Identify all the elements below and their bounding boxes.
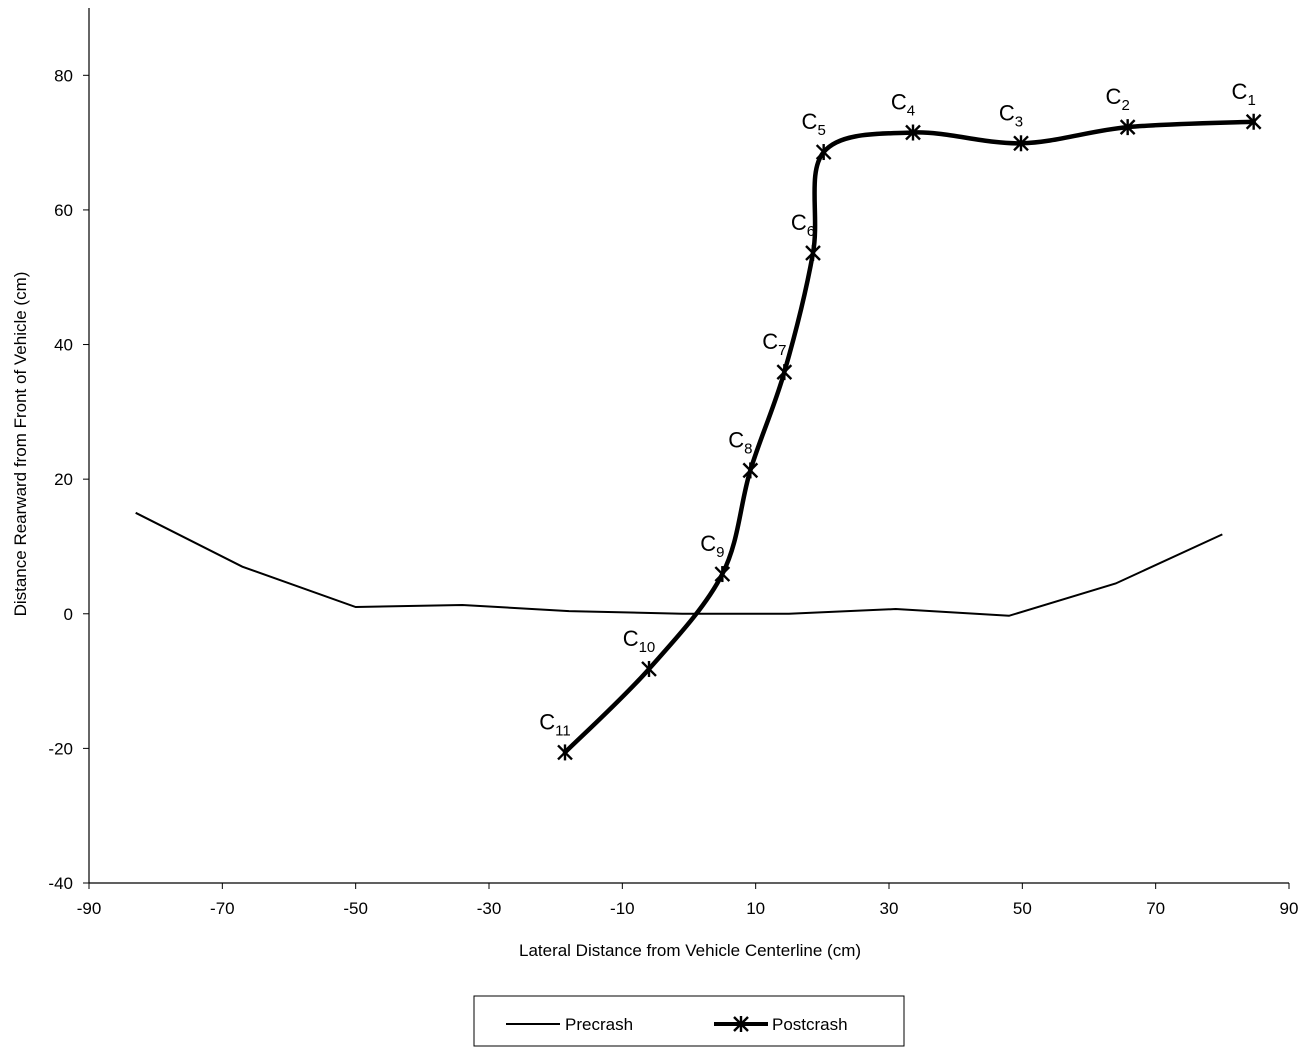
series-postcrash-point xyxy=(1245,113,1262,130)
point-label: C5 xyxy=(802,109,826,139)
point-label-subscript: 1 xyxy=(1247,92,1255,109)
series-postcrash-line xyxy=(562,119,1256,755)
point-label-subscript: 5 xyxy=(817,122,825,139)
x-axis-title: Lateral Distance from Vehicle Centerline… xyxy=(519,941,861,960)
point-label: C1 xyxy=(1232,79,1256,109)
legend-postcrash-label: Postcrash xyxy=(772,1015,848,1034)
point-label: C3 xyxy=(999,100,1023,130)
point-label-letter: C xyxy=(539,709,555,734)
point-label-subscript: 3 xyxy=(1015,113,1023,130)
point-label-subscript: 11 xyxy=(555,722,571,739)
legend-asterisk xyxy=(733,1016,749,1032)
point-label-letter: C xyxy=(700,531,716,556)
series-postcrash-point xyxy=(557,744,573,761)
x-tick-label: 30 xyxy=(880,899,899,918)
point-label-letter: C xyxy=(762,329,778,354)
point-label-letter: C xyxy=(999,100,1015,125)
y-tick-label: 40 xyxy=(54,336,73,355)
point-label: C4 xyxy=(891,90,915,120)
series-postcrash-point xyxy=(1013,135,1029,152)
x-tick-label: 70 xyxy=(1146,899,1165,918)
point-label-subscript: 9 xyxy=(716,544,724,561)
point-label-subscript: 7 xyxy=(778,342,786,359)
x-tick-label: -70 xyxy=(210,899,235,918)
point-label-letter: C xyxy=(623,626,639,651)
x-tick-label: 50 xyxy=(1013,899,1032,918)
series-precrash-line xyxy=(135,511,1223,617)
point-label-letter: C xyxy=(728,427,744,452)
point-label: C10 xyxy=(623,626,656,656)
y-axis-title: Distance Rearward from Front of Vehicle … xyxy=(11,272,30,617)
point-label-subscript: 8 xyxy=(744,440,752,457)
y-tick-label: -40 xyxy=(48,874,73,893)
x-tick-label: -90 xyxy=(77,899,102,918)
series-postcrash-point xyxy=(641,660,657,677)
series-postcrash-point xyxy=(1119,119,1136,136)
x-tick-label: -30 xyxy=(477,899,502,918)
point-label: C7 xyxy=(762,329,786,359)
point-label: C8 xyxy=(728,427,752,457)
series-postcrash-point xyxy=(742,462,759,479)
x-tick-label: -10 xyxy=(610,899,635,918)
legend-box xyxy=(473,995,905,1047)
legend: Precrash Postcrash xyxy=(473,995,905,1047)
legend-precrash-label: Precrash xyxy=(565,1015,633,1034)
point-label-subscript: 10 xyxy=(639,639,656,656)
point-label-subscript: 2 xyxy=(1121,97,1129,114)
series-postcrash-point xyxy=(714,566,731,583)
y-tick-label: 0 xyxy=(64,605,73,624)
point-label-letter: C xyxy=(1106,84,1122,109)
point-label-letter: C xyxy=(891,90,907,115)
series-postcrash-point xyxy=(815,144,832,161)
series-postcrash-point xyxy=(805,245,821,261)
point-label: C11 xyxy=(539,709,570,739)
y-tick-label: -20 xyxy=(48,739,73,758)
series-postcrash-point xyxy=(905,124,921,141)
point-label-subscript: 4 xyxy=(907,103,915,120)
x-tick-label: 90 xyxy=(1280,899,1299,918)
point-label-letter: C xyxy=(1232,79,1248,104)
legend-postcrash-marker xyxy=(733,1016,749,1032)
series-postcrash-point xyxy=(776,364,793,381)
x-tick-label: -50 xyxy=(343,899,368,918)
x-tick-label: 10 xyxy=(746,899,765,918)
point-label: C6 xyxy=(791,210,815,240)
point-label: C2 xyxy=(1106,84,1130,114)
plot-area: -90 -70 -50 -30 -10 10 30 50 70 90 -40 -20 0 20 40 60 80… xyxy=(48,8,1298,918)
point-label-letter: C xyxy=(802,109,818,134)
point-label-letter: C xyxy=(791,210,807,235)
point-label: C9 xyxy=(700,531,724,561)
point-label-subscript: 6 xyxy=(807,223,815,240)
y-tick-label: 20 xyxy=(54,470,73,489)
y-tick-label: 60 xyxy=(54,201,73,220)
y-tick-label: 80 xyxy=(54,66,73,85)
